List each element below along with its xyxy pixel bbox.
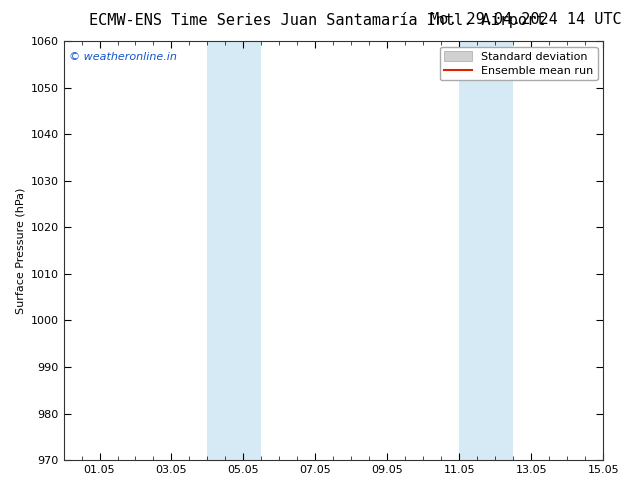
Legend: Standard deviation, Ensemble mean run: Standard deviation, Ensemble mean run	[440, 47, 598, 80]
Y-axis label: Surface Pressure (hPa): Surface Pressure (hPa)	[15, 187, 25, 314]
Bar	[459, 41, 514, 460]
Text: © weatheronline.in: © weatheronline.in	[69, 51, 177, 62]
Text: ECMW-ENS Time Series Juan Santamaría Intl. Airport: ECMW-ENS Time Series Juan Santamaría Int…	[89, 12, 545, 28]
Text: Mo. 29.04.2024 14 UTC: Mo. 29.04.2024 14 UTC	[430, 12, 621, 27]
Bar	[207, 41, 261, 460]
